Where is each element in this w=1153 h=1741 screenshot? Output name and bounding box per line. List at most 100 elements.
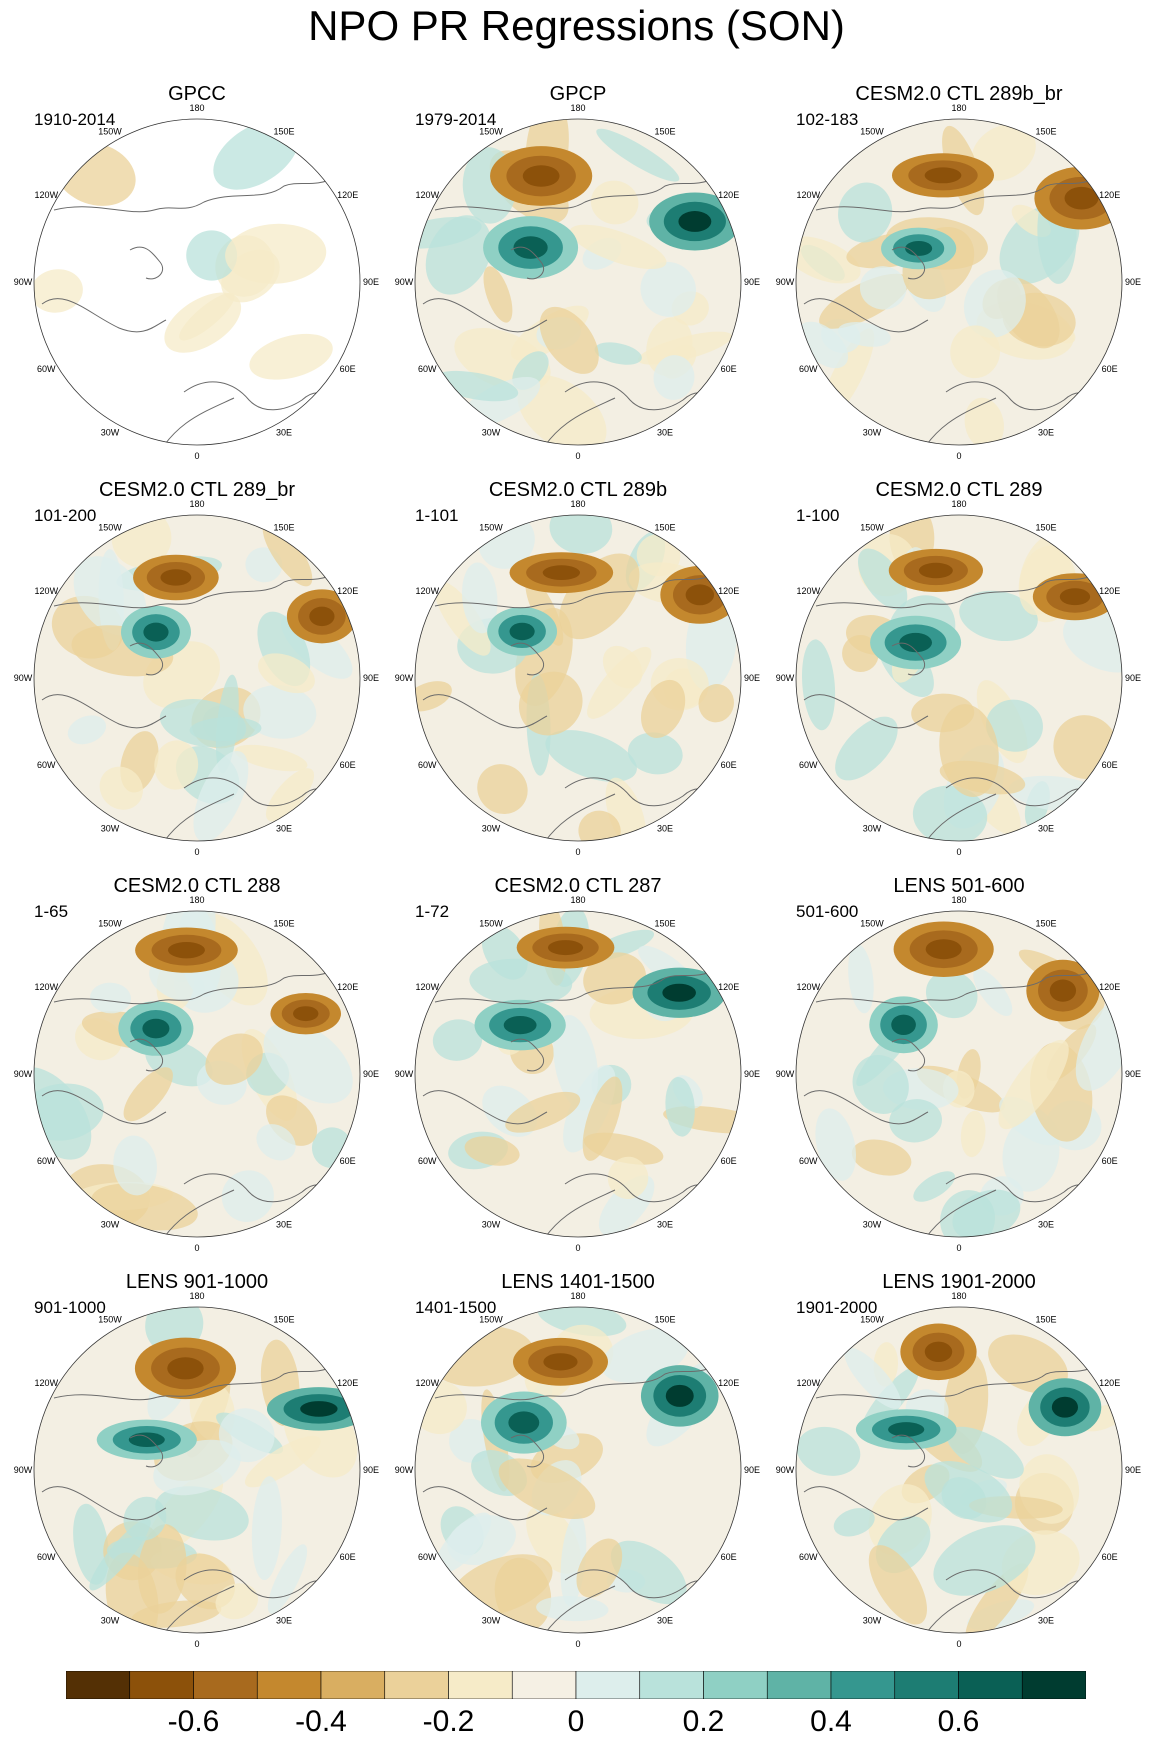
longitude-label: 60W	[37, 1552, 56, 1562]
longitude-label: 120E	[1099, 1378, 1120, 1388]
anomaly-core	[522, 165, 560, 187]
anomaly-core	[309, 606, 335, 627]
longitude-label: 30W	[863, 428, 882, 438]
longitude-label: 120W	[797, 190, 821, 200]
panel-title: LENS 901-1000	[125, 1271, 269, 1293]
map-panel: 180 150E 120E 90E 60E 30E 0 30W 60W 90W 120W 150W LE…	[395, 1270, 795, 1665]
anomaly-core	[543, 1353, 578, 1371]
longitude-label: 90W	[14, 673, 33, 683]
longitude-label: 180	[570, 1291, 585, 1301]
coastline	[53, 573, 335, 609]
colorbar-swatch	[511, 1671, 577, 1699]
longitude-label: 0	[575, 1243, 580, 1253]
anomaly-patch	[653, 355, 695, 400]
longitude-label: 90W	[776, 1069, 795, 1079]
coastline	[510, 246, 545, 280]
anomaly-patch	[435, 1512, 492, 1574]
anomaly-core	[293, 1006, 319, 1022]
anomaly-core	[128, 1432, 165, 1448]
anomaly-patch	[665, 1076, 695, 1137]
longitude-label: 60E	[340, 1156, 356, 1166]
anomaly-patch	[518, 671, 583, 736]
anomaly-patch	[256, 1124, 296, 1161]
panel-title: LENS 1901-2000	[882, 1271, 1036, 1293]
anomaly-patch	[576, 1538, 623, 1598]
colorbar-swatch	[766, 1671, 832, 1699]
coastline	[534, 1189, 616, 1237]
anomaly-core	[924, 1341, 953, 1362]
anomaly-core	[1059, 588, 1091, 606]
longitude-label: 0	[956, 1639, 961, 1649]
longitude-label: 180	[189, 1291, 204, 1301]
anomaly-core	[891, 1014, 916, 1036]
anomaly-patch	[590, 180, 639, 225]
longitude-label: 150E	[1035, 522, 1056, 532]
anomaly-patch	[123, 1067, 173, 1122]
anomaly-patch	[1063, 610, 1122, 673]
colorbar	[66, 1671, 1086, 1699]
longitude-label: 60E	[1102, 364, 1118, 374]
anomaly-patch	[868, 1545, 927, 1625]
anomaly-patch	[960, 1110, 986, 1158]
longitude-label: 30E	[276, 824, 292, 834]
longitude-label: 150W	[479, 126, 503, 136]
panel-period: 1-72	[415, 902, 450, 921]
longitude-label: 60W	[418, 364, 437, 374]
coastline	[891, 642, 926, 676]
longitude-label: 30E	[276, 1220, 292, 1230]
longitude-label: 150W	[98, 522, 122, 532]
longitude-label: 150E	[654, 522, 675, 532]
anomaly-patch	[536, 1595, 609, 1622]
colorbar-tick-label: 0.6	[937, 1705, 980, 1738]
colorbar-swatch	[830, 1671, 896, 1699]
coastline	[815, 177, 1097, 213]
longitude-label: 180	[189, 103, 204, 113]
panel-title: GPCP	[549, 83, 607, 105]
anomaly-core	[905, 240, 933, 256]
coastline	[434, 1365, 716, 1401]
anomaly-patch	[225, 223, 327, 284]
anomaly-patch	[835, 716, 898, 781]
longitude-label: 150E	[654, 918, 675, 928]
anomaly-patch	[964, 397, 1004, 445]
map-panel: 180 150E 120E 90E 60E 30E 0 30W 60W 90W 120W 150W CE…	[776, 478, 1153, 873]
map-panel: 180 150E 120E 90E 60E 30E 0 30W 60W 90W 120W 150W CE…	[14, 478, 414, 873]
anomaly-patch	[963, 269, 1026, 338]
longitude-label: 60W	[37, 760, 56, 770]
anomaly-patch	[583, 1132, 664, 1165]
anomaly-patch	[137, 1524, 187, 1614]
anomaly-patch	[844, 1347, 902, 1409]
coastline	[422, 1486, 548, 1521]
anomaly-core	[509, 622, 535, 641]
colorbar-swatch	[958, 1671, 1023, 1699]
anomaly-core	[1051, 1396, 1079, 1418]
longitude-label: 120E	[337, 190, 358, 200]
longitude-label: 60E	[340, 760, 356, 770]
anomaly-patch	[154, 740, 199, 790]
longitude-label: 30W	[101, 428, 120, 438]
coastline	[422, 298, 548, 333]
longitude-label: 150E	[1035, 918, 1056, 928]
coastline	[41, 694, 167, 729]
coastline	[129, 1038, 164, 1072]
anomaly-patch	[889, 1099, 942, 1143]
map-panel: 180 150E 120E 90E 60E 30E 0 30W 60W 90W 120W 150W LE…	[776, 1270, 1153, 1665]
longitude-label: 180	[189, 499, 204, 509]
longitude-label: 90E	[744, 1069, 760, 1079]
longitude-label: 120W	[416, 982, 440, 992]
panel-period: 1979-2014	[415, 110, 497, 129]
anomaly-patch	[988, 1334, 1068, 1394]
coastline	[815, 1365, 1097, 1401]
polar-map: 180 150E 120E 90E 60E 30E 0 30W 60W 90W 120W 150W	[14, 1291, 379, 1649]
longitude-label: 30E	[657, 1220, 673, 1230]
polar-map: 180 150E 120E 90E 60E 30E 0 30W 60W 90W 120W 150W	[776, 1291, 1141, 1649]
longitude-label: 90W	[14, 277, 33, 287]
anomaly-patch	[215, 1583, 259, 1620]
longitude-label: 30W	[101, 1616, 120, 1626]
longitude-label: 180	[951, 895, 966, 905]
anomaly-core	[508, 1411, 540, 1434]
longitude-label: 150W	[98, 1314, 122, 1324]
longitude-label: 90E	[744, 673, 760, 683]
longitude-label: 180	[570, 895, 585, 905]
coastline	[915, 1189, 997, 1237]
